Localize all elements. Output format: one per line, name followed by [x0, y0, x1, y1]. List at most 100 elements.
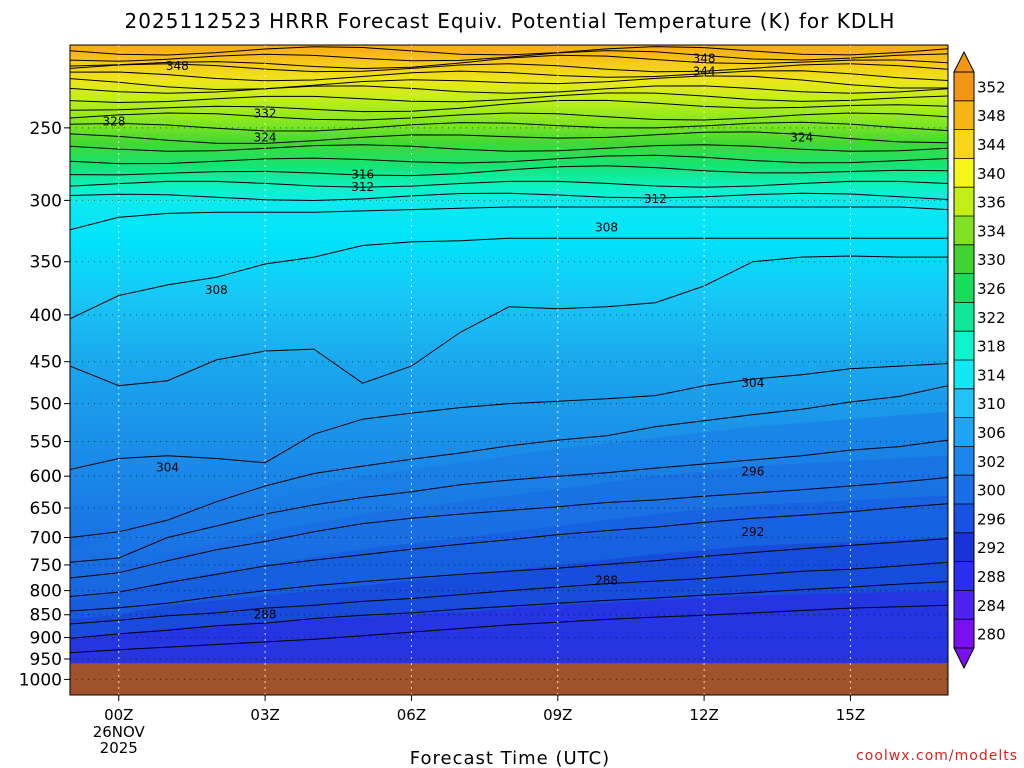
contour-label: 324 — [254, 130, 277, 144]
x-tick-sublabel: 2025 — [100, 739, 138, 757]
contour-line-296 — [70, 477, 948, 579]
contour-line-upper — [70, 54, 948, 70]
x-tick-sublabel: 26NOV — [93, 723, 146, 741]
colorbar-swatch — [954, 216, 974, 246]
x-tick-label: 12Z — [689, 706, 718, 724]
colorbar-label: 318 — [977, 338, 1006, 356]
colorbar-label: 340 — [977, 165, 1006, 183]
colorbar-label: 322 — [977, 309, 1006, 327]
colorbar: 280 284 288 292 296 300 302 306 310 314 318 322 326 3… — [953, 50, 1006, 670]
colorbar-label: 336 — [977, 194, 1006, 212]
contour-line-upper — [70, 99, 948, 113]
colorbar-label: 284 — [977, 597, 1006, 615]
contour-line-290 — [70, 538, 948, 612]
colorbar-label: 292 — [977, 539, 1006, 557]
contour-line-upper — [70, 180, 948, 188]
contour-line-upper — [70, 85, 948, 94]
colorbar-swatch — [954, 475, 974, 505]
contour-line-upper — [70, 192, 948, 202]
colorbar-label: 280 — [977, 626, 1006, 644]
contour-label: 288 — [595, 574, 618, 588]
x-tick-label: 00Z — [104, 706, 133, 724]
colorbar-label: 310 — [977, 395, 1006, 413]
contour-label: 296 — [741, 464, 764, 478]
colorbar-swatch — [954, 129, 974, 159]
contour-lines — [70, 46, 948, 654]
colorbar-swatch — [954, 446, 974, 476]
grid-lines — [70, 45, 948, 695]
contour-label: 348 — [166, 59, 189, 73]
contour-label: 304 — [741, 376, 764, 390]
colorbar-label: 344 — [977, 136, 1006, 154]
contour-line-upper — [70, 50, 948, 62]
y-tick-label: 800 — [30, 582, 62, 602]
contour-label: 312 — [351, 180, 374, 194]
chart-title: 2025112523 HRRR Forecast Equiv. Potentia… — [125, 9, 896, 33]
colorbar-swatch — [954, 72, 974, 102]
contour-line-upper — [70, 92, 948, 104]
colorbar-swatch — [954, 187, 974, 217]
colorbar-swatch — [954, 100, 974, 131]
contour-line-upper — [70, 112, 948, 121]
contour-line-286 — [70, 581, 948, 639]
y-tick-label: 300 — [30, 191, 62, 211]
contour-line-284 — [70, 604, 948, 654]
y-tick-label: 500 — [30, 395, 62, 415]
colorbar-label: 326 — [977, 280, 1006, 298]
color-bands — [70, 45, 948, 695]
colorbar-label: 288 — [977, 568, 1006, 586]
colorbar-swatch — [954, 561, 974, 591]
y-tick-label: 900 — [30, 628, 62, 648]
contour-line-upper — [70, 63, 948, 73]
colorbar-swatch — [954, 360, 974, 390]
x-tick-label: 09Z — [543, 706, 572, 724]
credit-text: coolwx.com/modelts — [856, 748, 1018, 764]
contour-label: 348 — [693, 51, 716, 65]
colorbar-label: 300 — [977, 482, 1006, 500]
contour-line-upper — [70, 75, 948, 91]
colorbar-swatch — [954, 302, 974, 332]
contour-label: 344 — [693, 65, 716, 79]
y-tick-label: 550 — [30, 433, 62, 453]
contour-label: 316 — [351, 167, 374, 181]
y-tick-label: 850 — [30, 606, 62, 626]
contour-line-upper — [70, 144, 948, 152]
colorbar-swatch — [954, 532, 974, 563]
y-tick-label: 1000 — [19, 670, 62, 690]
contour-line-upper — [70, 131, 948, 144]
contour-label: 328 — [102, 114, 125, 128]
contour-line-upper — [70, 121, 948, 132]
colorbar-swatch — [954, 273, 974, 303]
colorbar-bottom-arrow — [953, 647, 975, 670]
y-tick-label: 650 — [30, 499, 62, 519]
x-axis-label: Forecast Time (UTC) — [410, 748, 610, 768]
colorbar-swatch — [954, 331, 974, 361]
contour-line-306 — [70, 255, 948, 387]
contour-line-upper — [70, 70, 948, 82]
colorbar-swatch — [954, 388, 974, 419]
contour-line-302 — [70, 385, 948, 538]
y-tick-label: 950 — [30, 650, 62, 670]
x-tick-label: 06Z — [397, 706, 426, 724]
contour-label: 312 — [644, 192, 667, 206]
y-tick-label: 250 — [30, 119, 62, 139]
contour-label: 308 — [205, 283, 228, 297]
contour-label: 288 — [254, 608, 277, 622]
colorbar-label: 314 — [977, 366, 1006, 384]
contour-label: 332 — [254, 106, 277, 120]
x-tick-label: 03Z — [250, 706, 279, 724]
contour-label: 308 — [595, 220, 618, 234]
colorbar-label: 352 — [977, 78, 1006, 96]
colorbar-swatch — [954, 158, 974, 188]
contour-line-308a — [70, 237, 948, 320]
colorbar-label: 306 — [977, 424, 1006, 442]
y-tick-label: 450 — [30, 353, 62, 373]
contour-label: 304 — [156, 460, 179, 474]
colorbar-swatch — [954, 590, 974, 620]
x-tick-label: 15Z — [836, 706, 865, 724]
y-tick-label: 750 — [30, 556, 62, 576]
